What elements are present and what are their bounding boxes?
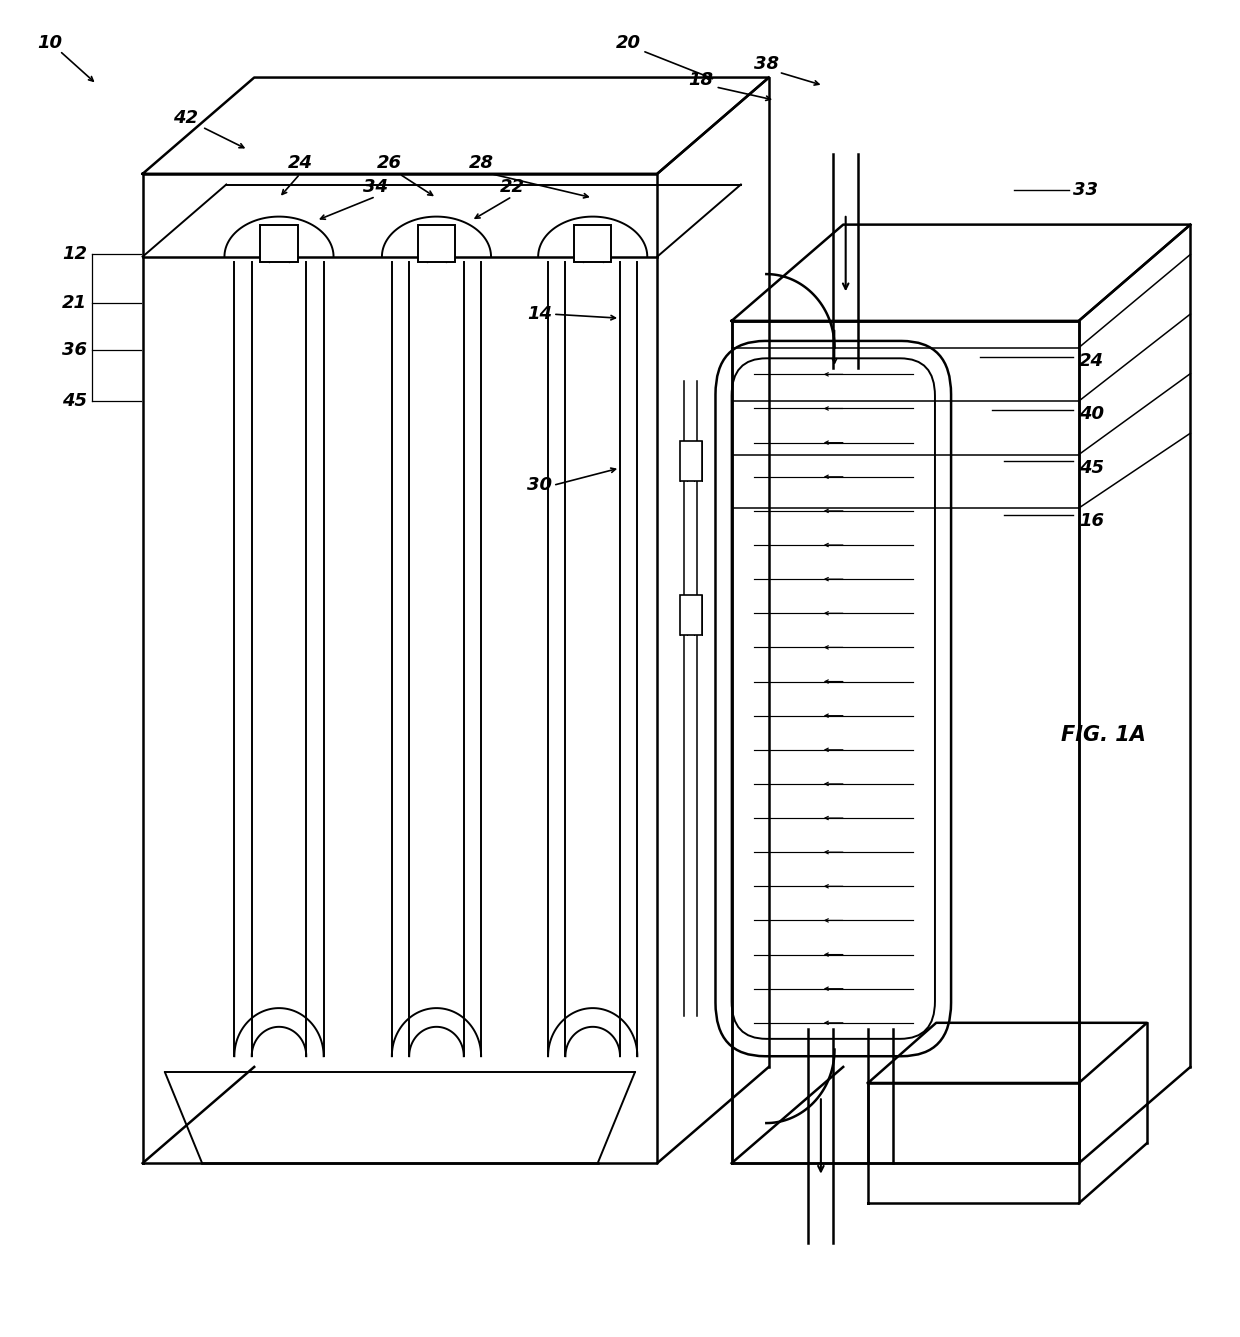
- Text: 24: 24: [1079, 352, 1104, 370]
- Text: 22: 22: [500, 178, 525, 197]
- Text: 21: 21: [62, 294, 87, 313]
- Text: 40: 40: [1079, 405, 1104, 424]
- Text: 10: 10: [37, 33, 62, 52]
- Text: 18: 18: [688, 71, 713, 90]
- Text: 12: 12: [62, 245, 87, 263]
- Text: 14: 14: [527, 305, 552, 324]
- Text: 24: 24: [288, 154, 312, 172]
- Text: 36: 36: [62, 341, 87, 360]
- Text: 20: 20: [616, 33, 641, 52]
- Text: 30: 30: [527, 476, 552, 495]
- Text: 38: 38: [754, 55, 779, 74]
- Text: FIG. 1A: FIG. 1A: [1061, 726, 1146, 745]
- Text: 45: 45: [62, 392, 87, 410]
- Text: 45: 45: [1079, 459, 1104, 477]
- Text: 28: 28: [469, 154, 494, 172]
- Bar: [418, 225, 455, 262]
- Text: 34: 34: [363, 178, 388, 197]
- Text: 26: 26: [377, 154, 402, 172]
- Bar: [260, 225, 298, 262]
- Bar: [680, 441, 702, 481]
- Text: 16: 16: [1079, 512, 1104, 531]
- Text: 33: 33: [1073, 180, 1097, 199]
- Bar: [680, 595, 702, 635]
- Text: 42: 42: [174, 108, 198, 127]
- Bar: [574, 225, 611, 262]
